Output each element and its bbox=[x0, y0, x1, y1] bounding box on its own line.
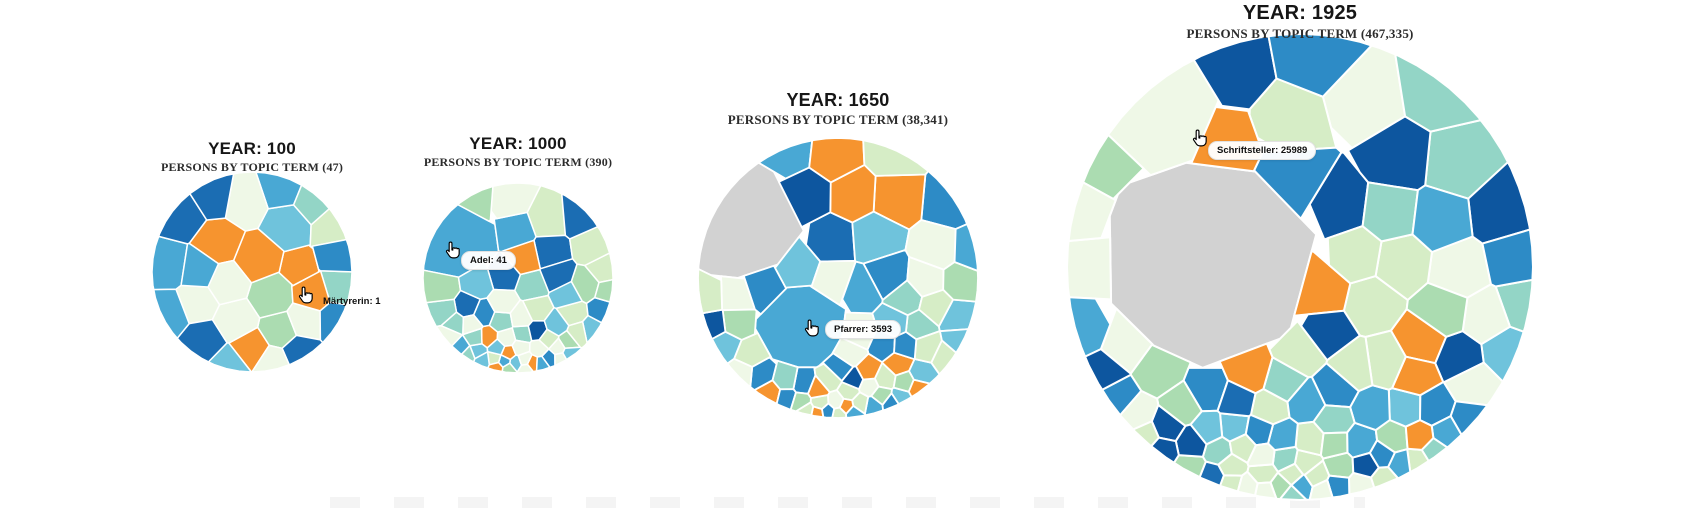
chart-subtitle: PERSONS BY TOPIC TERM (38,341) bbox=[727, 112, 949, 127]
treemap-cell[interactable] bbox=[795, 401, 815, 417]
treemap-cell[interactable] bbox=[808, 137, 866, 184]
tooltip: Märtyrerin: 1 bbox=[323, 294, 381, 309]
treemap-cell[interactable] bbox=[207, 342, 253, 373]
treemap-cell[interactable] bbox=[1246, 442, 1276, 468]
treemap-cell[interactable] bbox=[1420, 437, 1449, 462]
tooltip-label: Pfarrer: 3593 bbox=[834, 324, 893, 335]
treemap-cell[interactable] bbox=[517, 350, 533, 366]
treemap-cell[interactable] bbox=[870, 385, 893, 406]
chart-header: YEAR: 1000 PERSONS BY TOPIC TERM (390) bbox=[423, 134, 613, 170]
treemap-cell[interactable] bbox=[697, 268, 724, 315]
treemap-cell[interactable] bbox=[1319, 431, 1349, 460]
chart-title: YEAR: 1925 bbox=[1242, 2, 1358, 24]
treemap-cell[interactable] bbox=[1276, 462, 1305, 487]
treemap-cell[interactable] bbox=[292, 184, 331, 226]
treemap-cell[interactable] bbox=[255, 171, 303, 210]
treemap-cell[interactable] bbox=[561, 193, 599, 240]
treemap-cell[interactable] bbox=[907, 378, 931, 398]
treemap-cell[interactable] bbox=[840, 365, 865, 391]
treemap-cell[interactable] bbox=[486, 338, 506, 356]
chart-title: YEAR: 1000 bbox=[469, 134, 567, 153]
treemap-cell[interactable] bbox=[1119, 389, 1160, 431]
treemap-cell[interactable] bbox=[1067, 181, 1117, 242]
tooltip: Pfarrer: 3593 bbox=[825, 320, 902, 339]
cursor-hand-icon bbox=[1190, 127, 1212, 151]
treemap-cell[interactable] bbox=[1236, 470, 1259, 497]
treemap-cell[interactable] bbox=[953, 223, 979, 272]
treemap-cell[interactable] bbox=[1394, 53, 1482, 133]
treemap-cell[interactable] bbox=[566, 320, 588, 349]
treemap-cell[interactable] bbox=[488, 311, 514, 333]
chart-title: YEAR: 1650 bbox=[786, 90, 890, 110]
treemap-cell[interactable] bbox=[1192, 35, 1278, 111]
treemap-cell[interactable] bbox=[893, 330, 918, 361]
voronoi-treemap[interactable] bbox=[1065, 32, 1535, 502]
treemap-cell[interactable] bbox=[1405, 281, 1469, 338]
voronoi-treemap[interactable] bbox=[150, 170, 354, 374]
treemap-cell[interactable] bbox=[939, 328, 970, 354]
treemap-cell[interactable] bbox=[1303, 459, 1331, 488]
cursor-hand-icon bbox=[443, 239, 465, 263]
treemap-cell[interactable] bbox=[594, 278, 614, 303]
treemap-cell[interactable] bbox=[543, 306, 570, 337]
treemap-cell[interactable] bbox=[821, 402, 836, 419]
treemap-cell[interactable] bbox=[841, 260, 884, 315]
treemap-cell[interactable] bbox=[535, 355, 551, 372]
treemap-cell[interactable] bbox=[1279, 484, 1308, 501]
treemap-cell[interactable] bbox=[862, 139, 930, 177]
treemap-cell[interactable] bbox=[918, 288, 955, 328]
cursor-hand-icon bbox=[296, 284, 318, 308]
treemap-cell[interactable] bbox=[291, 270, 331, 312]
treemap-cell[interactable] bbox=[742, 264, 787, 316]
treemap-cell[interactable] bbox=[1308, 478, 1334, 501]
treemap-cell[interactable] bbox=[189, 173, 235, 221]
treemap-cell[interactable] bbox=[153, 288, 190, 339]
treemap-cell[interactable] bbox=[585, 296, 611, 324]
tooltip: Adel: 41 bbox=[461, 251, 516, 270]
treemap-cell[interactable] bbox=[1267, 33, 1373, 98]
treemap-cell[interactable] bbox=[509, 299, 534, 328]
treemap-cell[interactable] bbox=[1368, 439, 1396, 469]
treemap-cell[interactable] bbox=[422, 269, 462, 304]
voronoi-treemap[interactable] bbox=[696, 136, 980, 420]
treemap-cell[interactable] bbox=[1084, 348, 1132, 391]
treemap-cell[interactable] bbox=[726, 357, 754, 388]
treemap-cell[interactable] bbox=[311, 238, 353, 273]
treemap-cell[interactable] bbox=[1198, 460, 1225, 487]
treemap-cell[interactable] bbox=[807, 374, 831, 399]
treemap-cell[interactable] bbox=[1068, 296, 1112, 358]
treemap-cell[interactable] bbox=[838, 397, 855, 415]
chart-subtitle: PERSONS BY TOPIC TERM (390) bbox=[423, 155, 613, 169]
tooltip: Schriftsteller: 25989 bbox=[1208, 141, 1317, 160]
treemap-cell[interactable] bbox=[778, 166, 832, 228]
treemap-cell[interactable] bbox=[1325, 334, 1374, 393]
tooltip-label: Adel: 41 bbox=[470, 255, 507, 266]
chart-header: YEAR: 1650 PERSONS BY TOPIC TERM (38,341… bbox=[698, 90, 978, 128]
treemap-cell[interactable] bbox=[1132, 420, 1160, 448]
treemap-cell[interactable] bbox=[1361, 181, 1419, 243]
treemap-cell[interactable] bbox=[1351, 451, 1380, 479]
tooltip-label: Schriftsteller: 25989 bbox=[1217, 145, 1308, 156]
next-row-preview bbox=[330, 497, 1365, 508]
cursor-hand-icon bbox=[802, 317, 824, 341]
treemap-cell[interactable] bbox=[462, 314, 484, 336]
treemap-cell[interactable] bbox=[1411, 184, 1474, 253]
treemap-cell[interactable] bbox=[319, 301, 348, 344]
chart-title: YEAR: 100 bbox=[208, 139, 296, 158]
treemap-cell[interactable] bbox=[711, 330, 743, 365]
treemap-cell[interactable] bbox=[180, 242, 220, 288]
treemap-cell[interactable] bbox=[251, 344, 290, 373]
treemap-cell[interactable] bbox=[1107, 58, 1220, 177]
treemap-cell[interactable] bbox=[487, 361, 504, 373]
treemap-cell[interactable] bbox=[562, 346, 583, 361]
tooltip-label: Märtyrerin: 1 bbox=[323, 296, 381, 307]
voronoi-treemap[interactable] bbox=[421, 181, 615, 375]
treemap-cell[interactable] bbox=[920, 170, 969, 230]
treemap-cell[interactable] bbox=[457, 185, 494, 223]
treemap-cell[interactable] bbox=[1066, 236, 1112, 301]
treemap-cell[interactable] bbox=[501, 239, 542, 276]
treemap-cell[interactable] bbox=[1481, 228, 1534, 288]
